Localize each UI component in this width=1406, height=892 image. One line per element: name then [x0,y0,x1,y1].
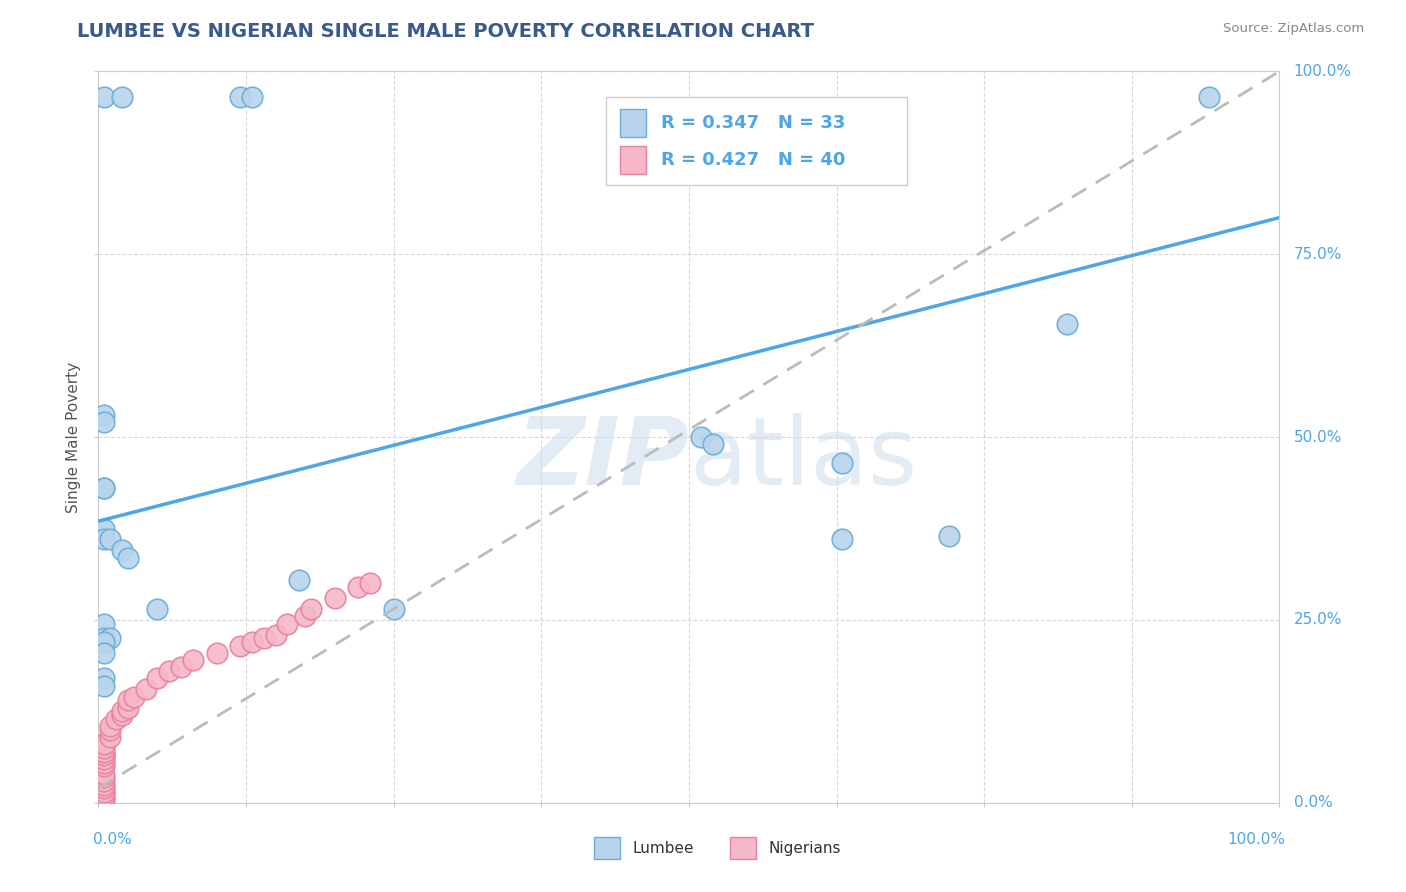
Point [93,748,115,763]
Point [98,730,121,744]
Text: R = 0.347   N = 33: R = 0.347 N = 33 [661,114,845,132]
Text: 0.0%: 0.0% [93,832,131,847]
Point [93,792,115,806]
Point [294,609,316,624]
Point [323,591,346,605]
Point [93,745,115,759]
FancyBboxPatch shape [606,97,907,185]
Point [93,90,115,104]
Point [170,660,193,674]
Point [831,533,853,547]
Point [1198,90,1220,104]
Text: Source: ZipAtlas.com: Source: ZipAtlas.com [1223,22,1364,36]
Point [1056,317,1078,331]
Point [93,416,115,430]
Point [93,785,115,799]
Point [240,90,263,104]
Point [93,632,115,646]
Point [111,543,134,558]
Point [93,533,115,547]
Point [93,679,115,693]
Point [702,437,724,451]
Point [157,664,180,678]
Point [98,719,121,733]
Text: 25.0%: 25.0% [1294,613,1341,627]
Point [135,682,157,697]
Point [93,408,115,422]
Point [93,635,115,649]
Point [93,756,115,770]
Point [98,723,121,737]
Point [93,481,115,495]
Point [93,616,115,631]
Y-axis label: Single Male Poverty: Single Male Poverty [66,361,82,513]
Point [93,740,115,755]
Point [98,533,121,547]
Text: 0.0%: 0.0% [1294,796,1333,810]
Point [288,573,311,587]
Point [111,705,134,719]
FancyBboxPatch shape [730,838,756,859]
Point [240,635,263,649]
Point [122,690,145,704]
Point [181,653,204,667]
Point [93,770,115,784]
Point [93,748,115,763]
Point [93,773,115,788]
Point [93,737,115,751]
Point [146,672,169,686]
Text: atlas: atlas [689,413,917,505]
Point [229,90,252,104]
Point [93,737,115,751]
Text: LUMBEE VS NIGERIAN SINGLE MALE POVERTY CORRELATION CHART: LUMBEE VS NIGERIAN SINGLE MALE POVERTY C… [77,22,814,41]
Point [111,708,134,723]
Point [111,90,134,104]
Point [93,778,115,792]
Point [93,672,115,686]
Point [93,646,115,660]
Text: 100.0%: 100.0% [1294,64,1351,78]
Point [831,456,853,470]
Text: Lumbee: Lumbee [633,840,693,855]
Point [93,792,115,806]
FancyBboxPatch shape [620,146,647,174]
Point [229,639,252,653]
Text: 50.0%: 50.0% [1294,430,1341,444]
Point [264,627,287,641]
Point [205,646,228,660]
Text: 75.0%: 75.0% [1294,247,1341,261]
Point [93,766,115,780]
Text: 100.0%: 100.0% [1227,832,1285,847]
Point [117,550,139,565]
FancyBboxPatch shape [620,110,647,137]
Point [93,781,115,796]
Point [93,789,115,803]
Text: Nigerians: Nigerians [768,840,841,855]
Point [299,602,322,616]
Point [93,759,115,773]
FancyBboxPatch shape [595,838,620,859]
Point [93,521,115,535]
Text: R = 0.427   N = 40: R = 0.427 N = 40 [661,151,845,169]
Point [347,580,370,594]
Text: ZIP: ZIP [516,413,689,505]
Point [689,430,711,444]
Point [253,632,276,646]
Point [93,481,115,495]
Point [938,529,960,543]
Point [382,602,405,616]
Point [98,632,121,646]
Point [146,602,169,616]
Point [359,576,381,591]
Point [105,712,128,726]
Point [117,700,139,714]
Point [93,752,115,766]
Point [276,616,298,631]
Point [117,693,139,707]
